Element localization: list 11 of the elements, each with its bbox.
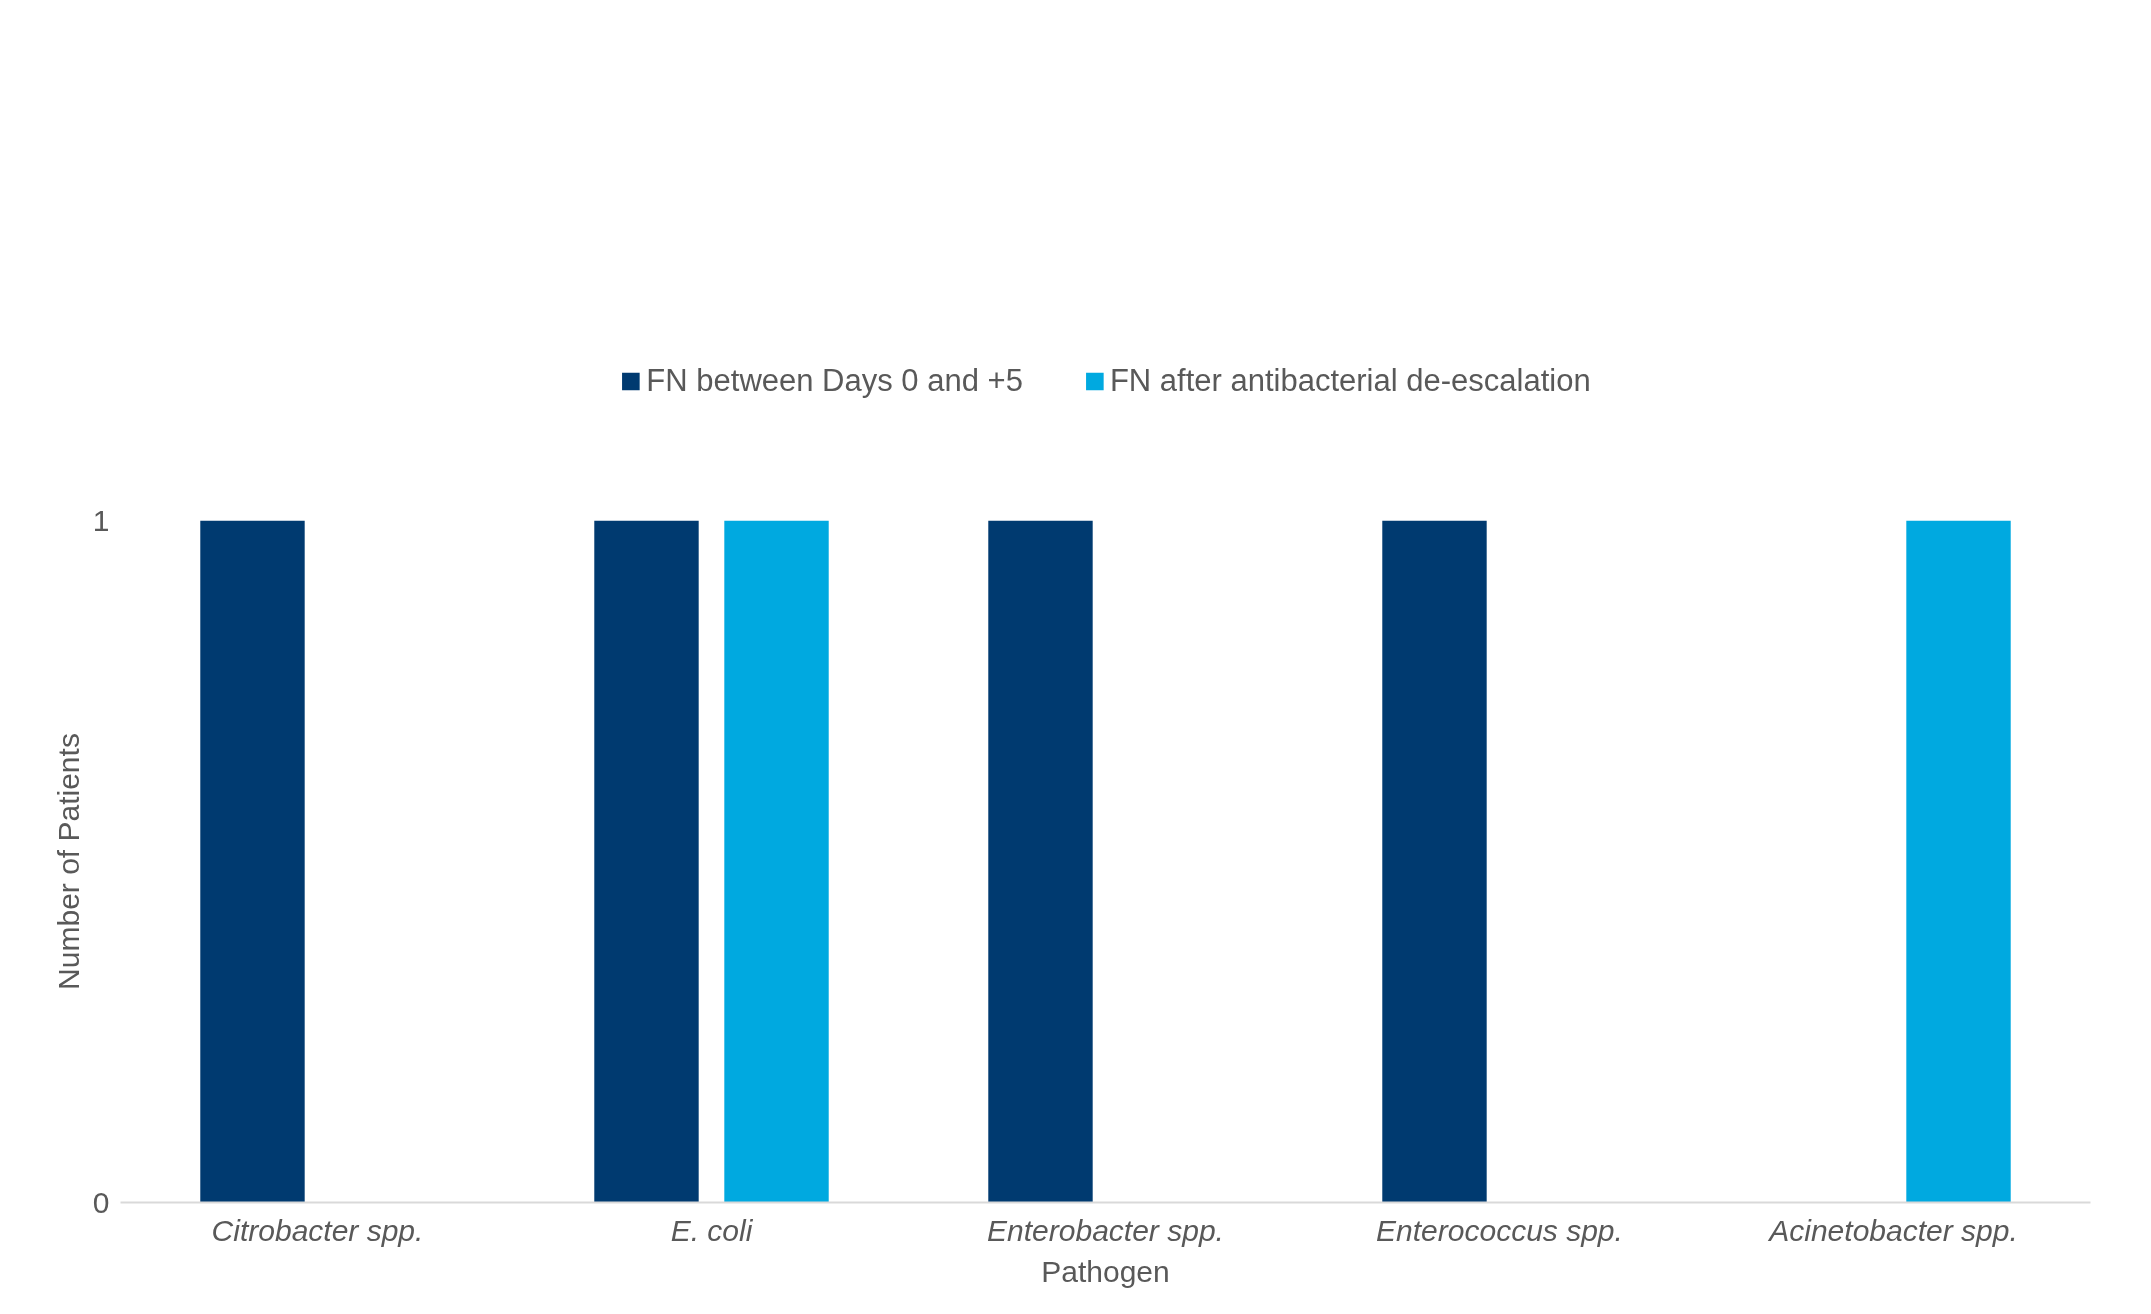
x-tick-label: Enterobacter spp.	[987, 1213, 1224, 1247]
y-tick-label: 1	[92, 503, 110, 537]
y-axis-title: Number of Patients	[51, 733, 85, 990]
x-tick-label: Citrobacter spp.	[211, 1213, 424, 1247]
legend-label: FN between Days 0 and +5	[646, 363, 1023, 399]
legend-label: FN after antibacterial de-escalation	[1109, 363, 1591, 399]
y-tick-label: 0	[92, 1185, 110, 1219]
x-axis-title: Pathogen	[1041, 1254, 1170, 1288]
x-tick-label: E. coli	[670, 1213, 754, 1247]
x-tick-label: Enterococcus spp.	[1376, 1213, 1623, 1247]
x-tick-label: Acinetobacter spp.	[1767, 1213, 2018, 1247]
